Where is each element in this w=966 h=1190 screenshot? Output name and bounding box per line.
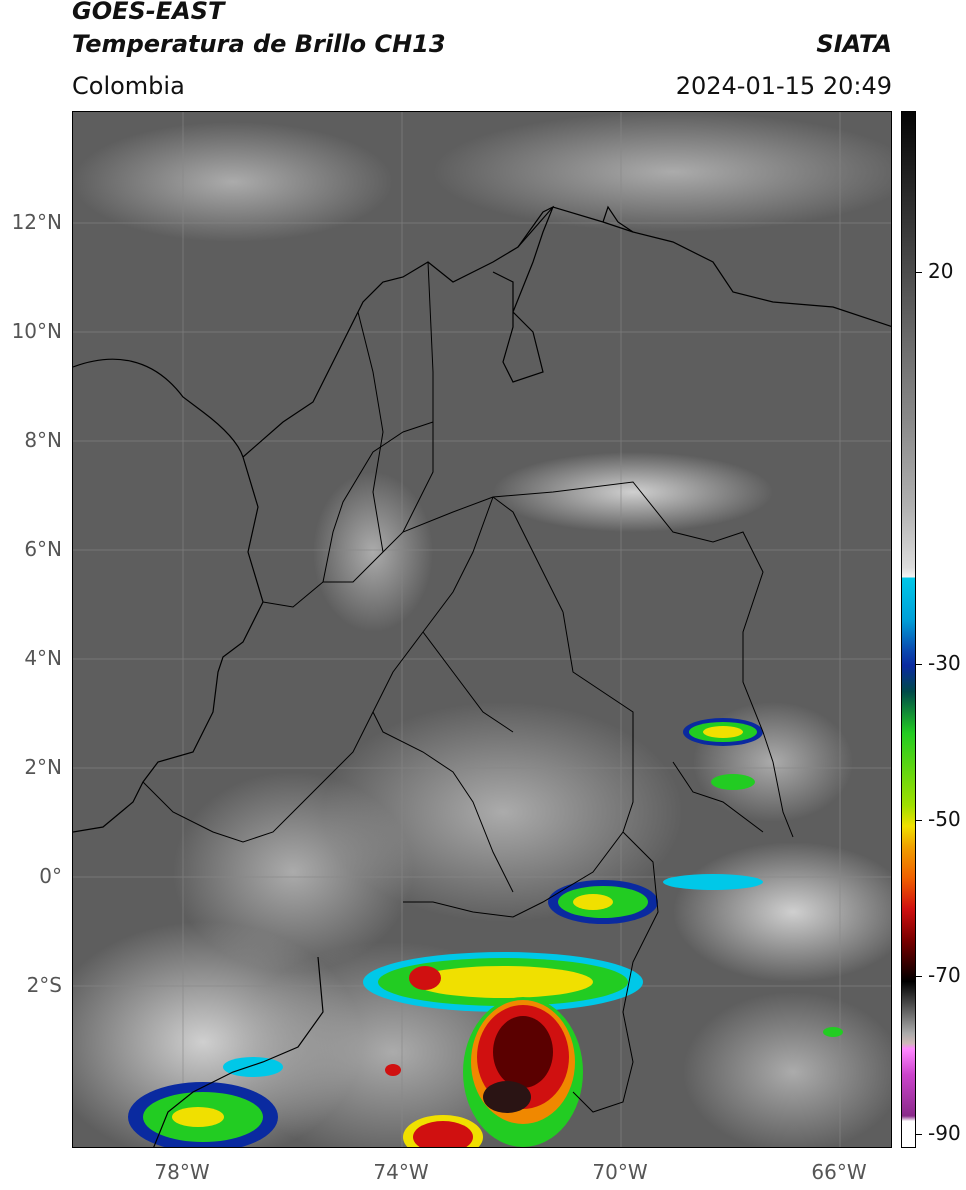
region-label: Colombia [72,72,185,100]
colorbar-label-neg70: -70 [928,963,961,987]
lat-label-2s: 2°S [26,973,62,997]
colorbar-label-20: 20 [928,259,954,283]
convective-clouds [128,718,843,1147]
source-label: SIATA [816,30,892,58]
lon-label-66w: 66°W [811,1160,867,1184]
lat-label-8n: 8°N [24,428,62,452]
product-title: Temperatura de Brillo CH13 [72,30,446,58]
lat-label-2n: 2°N [24,755,62,779]
colorbar-label-neg90: -90 [928,1121,961,1145]
lat-label-0: 0° [39,864,62,888]
lat-label-10n: 10°N [11,319,62,343]
timestamp-label: 2024-01-15 20:49 [675,72,892,100]
lat-label-4n: 4°N [24,646,62,670]
lat-label-6n: 6°N [24,537,62,561]
satellite-map [72,111,892,1148]
lon-label-74w: 74°W [373,1160,429,1184]
lon-label-70w: 70°W [592,1160,648,1184]
satellite-title: GOES-EAST [72,0,225,25]
colorbar-label-neg50: -50 [928,807,961,831]
lon-label-78w: 78°W [154,1160,210,1184]
colorbar-label-neg30: -30 [928,651,961,675]
lat-label-12n: 12°N [11,210,62,234]
coastlines [73,205,891,1147]
temperature-colorbar [901,111,916,1148]
borders [142,261,794,1113]
